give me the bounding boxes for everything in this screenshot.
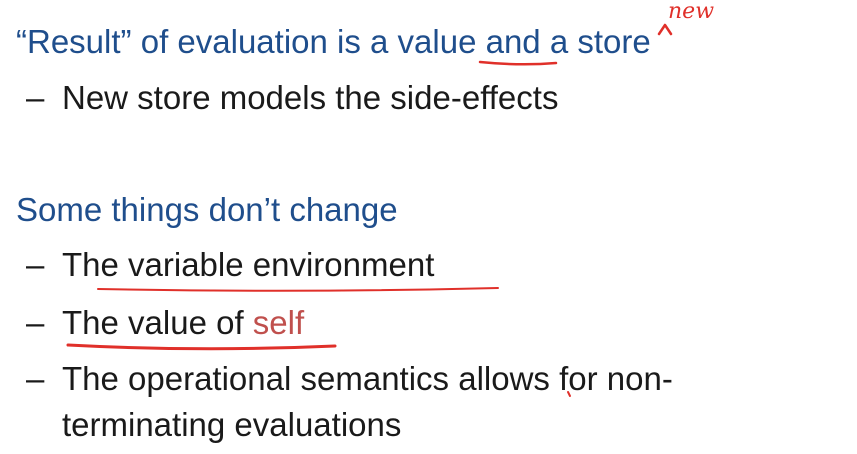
underline-value bbox=[478, 60, 558, 66]
handwritten-new: new bbox=[668, 0, 714, 24]
sub-bullet-value-of-self: – The value of self bbox=[26, 303, 304, 343]
bullet1-text-a: of evaluation is a bbox=[131, 23, 398, 60]
close-quote: ” bbox=[120, 23, 132, 60]
sub-bullet-continuation: terminating evaluations bbox=[62, 405, 401, 445]
sub-bullet-text: The variable environment bbox=[62, 246, 435, 283]
bullet-result-of-evaluation: “Result” of evaluation is a value and a … bbox=[16, 22, 651, 62]
bullet2-text: Some things don’t change bbox=[16, 191, 398, 228]
bullet1-text-b: and a bbox=[476, 23, 569, 60]
store-word: store bbox=[577, 23, 651, 60]
sub-bullet-variable-environment: – The variable environment bbox=[26, 245, 434, 285]
result-word: Result bbox=[27, 23, 121, 60]
sub-bullet-text-continued: terminating evaluations bbox=[62, 406, 402, 443]
dash: – bbox=[26, 360, 45, 397]
underline-value-of-self bbox=[66, 343, 337, 351]
value-word: value bbox=[397, 23, 477, 60]
self-keyword: self bbox=[252, 304, 305, 341]
open-quote: “ bbox=[16, 23, 27, 60]
sub-bullet-text: The value of bbox=[62, 304, 253, 341]
dash: – bbox=[26, 246, 45, 283]
dash: – bbox=[26, 304, 45, 341]
bullet-some-things: Some things don’t change bbox=[16, 190, 398, 230]
sub-bullet-text: The operational semantics allows for non… bbox=[62, 360, 673, 397]
underline-variable-environment bbox=[97, 287, 499, 292]
insertion-caret bbox=[657, 23, 673, 36]
dash: – bbox=[26, 79, 45, 116]
sub-bullet-text: New store models the side-effects bbox=[62, 79, 559, 116]
sub-bullet-new-store: – New store models the side-effects bbox=[26, 78, 558, 118]
sub-bullet-operational-semantics: – The operational semantics allows for no… bbox=[26, 359, 673, 399]
